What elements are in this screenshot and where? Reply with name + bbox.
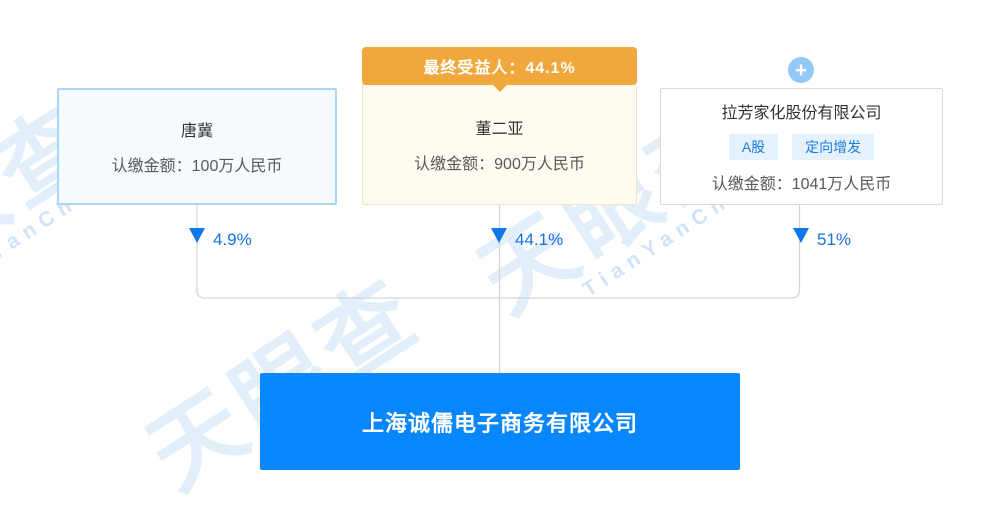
tag-private-placement: 定向增发: [792, 134, 875, 160]
shareholder-name: 拉芳家化股份有限公司: [721, 105, 882, 122]
shareholder-name: 唐冀: [180, 123, 213, 140]
shareholder-name: 董二亚: [475, 121, 524, 138]
shareholder-node-dongerya[interactable]: 董二亚 认缴金额：900万人民币: [362, 84, 637, 205]
subscribed-amount: 认缴金额：1041万人民币: [711, 176, 892, 193]
beneficial-owner-label: 最终受益人：44.1%: [423, 60, 576, 77]
badge-notch: [491, 84, 508, 92]
ownership-percent-label: 51%: [817, 230, 852, 249]
company-tags: A股 定向增发: [728, 134, 875, 160]
shareholder-node-tangji[interactable]: 唐冀 认缴金额：100万人民币: [57, 88, 337, 205]
ownership-percent-label: 44.1%: [515, 230, 564, 249]
expand-plus-icon[interactable]: +: [788, 57, 814, 83]
company-node[interactable]: 上海诚儒电子商务有限公司: [260, 373, 740, 470]
connector-bus: [196, 205, 801, 299]
company-name: 上海诚儒电子商务有限公司: [361, 410, 638, 436]
tag-a-share: A股: [728, 134, 779, 160]
arrow-down-icon: [491, 228, 507, 243]
beneficial-owner-badge: 最终受益人：44.1%: [362, 47, 637, 92]
ownership-percent-label: 4.9%: [213, 230, 252, 249]
subscribed-amount: 认缴金额：900万人民币: [414, 156, 585, 173]
subscribed-amount: 认缴金额：100万人民币: [111, 158, 283, 175]
arrow-down-icon: [189, 228, 205, 243]
arrow-down-icon: [793, 228, 809, 243]
shareholder-node-lafang[interactable]: 拉芳家化股份有限公司 A股 定向增发 认缴金额：1041万人民币: [660, 88, 943, 205]
